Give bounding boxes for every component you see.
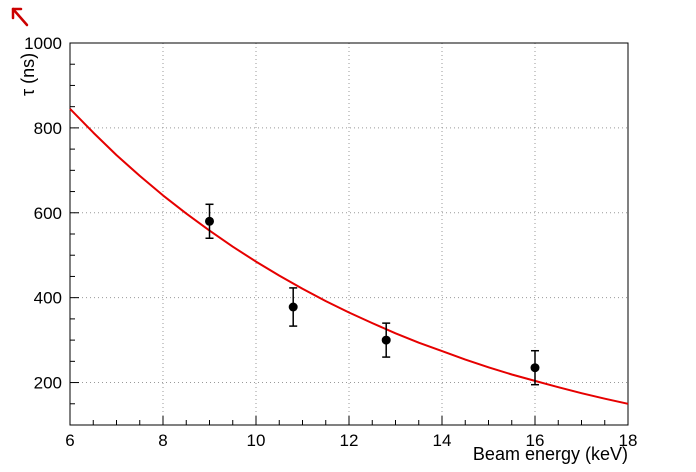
x-tick-label: 16 xyxy=(526,431,545,450)
x-tick-label: 8 xyxy=(158,431,167,450)
x-tick-label: 14 xyxy=(433,431,452,450)
x-tick-label: 6 xyxy=(65,431,74,450)
x-tick-label: 12 xyxy=(340,431,359,450)
y-tick-label: 200 xyxy=(34,374,62,393)
y-tick-label: 800 xyxy=(34,119,62,138)
corner-marker xyxy=(11,7,29,27)
y-tick-label: 1000 xyxy=(24,34,62,53)
data-point xyxy=(530,363,540,373)
x-tick-label: 10 xyxy=(247,431,266,450)
x-axis-title: Beam energy (keV) xyxy=(472,444,628,464)
y-tick-label: 600 xyxy=(34,204,62,223)
data-point xyxy=(288,302,298,312)
y-axis-title: τ (ns) xyxy=(18,52,38,96)
corner-marker-head xyxy=(11,7,23,20)
x-tick-label: 18 xyxy=(619,431,638,450)
data-point xyxy=(381,335,391,345)
data-point xyxy=(205,216,214,226)
y-tick-label: 400 xyxy=(34,289,62,308)
